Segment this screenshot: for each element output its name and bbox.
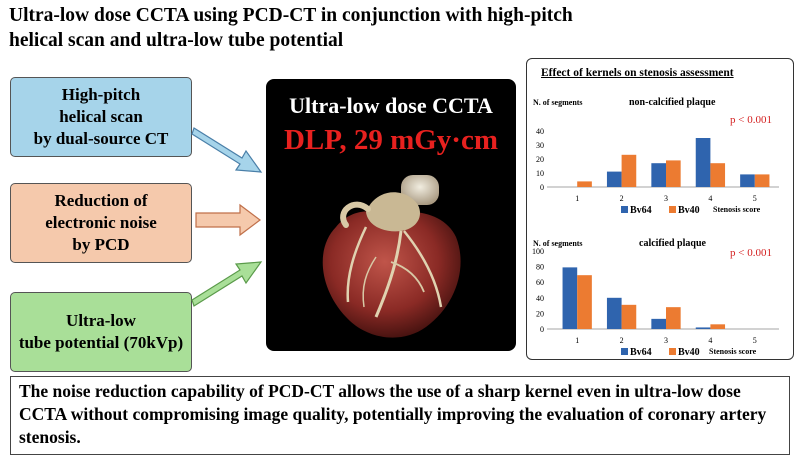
- chart-0-legend-Bv40: Bv40: [678, 205, 700, 216]
- chart-1-bar-Bv40-1: [577, 275, 592, 329]
- chart-1-ytick: 0: [540, 325, 544, 334]
- chart-0-bar-Bv40-3: [666, 160, 681, 187]
- chart-0-bar-Bv64-3: [651, 163, 666, 187]
- chart-0-ytick: 30: [536, 141, 544, 150]
- tube-potential-label: Ultra-low tube potential (70kVp): [18, 311, 184, 352]
- summary-box: The noise reduction capability of PCD-CT…: [10, 376, 790, 455]
- chart-0-title: non-calcified plaque: [629, 97, 716, 108]
- chart-0-legend-swatch-Bv40: [669, 206, 676, 213]
- chart-0-ytick: 10: [536, 169, 544, 178]
- chart-1-ytick: 20: [536, 309, 544, 318]
- arrows: [191, 127, 263, 307]
- chart-0-bar-Bv40-4: [710, 163, 726, 187]
- figure-title-text: Ultra-low dose CCTA using PCD-CT in conj…: [9, 5, 573, 51]
- ct-image-panel: Ultra-low dose CCTA DLP, 29 mGy·cm: [266, 79, 516, 351]
- high-pitch-label: High-pitch helical scan by dual-source C…: [33, 85, 169, 148]
- ct-dlp: DLP, 29 mGy·cm: [283, 124, 498, 156]
- figure-title: Ultra-low dose CCTA using PCD-CT in conj…: [9, 3, 729, 53]
- chart-0-xtick: 4: [708, 194, 712, 203]
- chart-0-xtick: 1: [575, 194, 579, 203]
- chart-1-xtick: 5: [753, 336, 757, 345]
- summary-text: The noise reduction capability of PCD-CT…: [19, 381, 767, 447]
- chart-0-xtick: 3: [664, 194, 668, 203]
- chart-1-legend-swatch-Bv64: [621, 348, 628, 355]
- blue-arrow-icon: [191, 127, 263, 173]
- chart-0-bar-Bv40-2: [621, 154, 637, 187]
- chart-0-ytick: 0: [540, 183, 544, 192]
- chart-1-xtick: 2: [620, 336, 624, 345]
- charts-svg: N. of segments non-calcified plaque p < 0.…: [532, 97, 779, 358]
- chart-1-bar-Bv64-2: [606, 297, 622, 329]
- chart-0-bar-Bv64-5: [740, 174, 755, 187]
- chart-1-bar-Bv64-3: [651, 318, 666, 329]
- chart-1-bar-Bv40-2: [621, 304, 637, 329]
- chart-1-bar-Bv64-1: [562, 267, 578, 329]
- chart-1-xtick: 1: [575, 336, 579, 345]
- chart-1-ytick: 40: [536, 294, 544, 303]
- chart-1-title: calcified plaque: [639, 238, 707, 249]
- chart-1-legend-Bv40: Bv40: [678, 347, 700, 358]
- chart-0-bar-Bv64-2: [606, 171, 622, 187]
- chart-0-legend-Bv64: Bv64: [630, 205, 652, 216]
- chart-0-pvalue: p < 0.001: [730, 114, 772, 126]
- chart-panel: Effect of kernels on stenosis assessment…: [526, 58, 794, 360]
- chart-1-bar-Bv40-3: [666, 307, 681, 329]
- chart-1-bar-Bv40-4: [710, 324, 726, 329]
- chart-0-ytick: 40: [536, 127, 544, 136]
- chart-1-xtick: 3: [664, 336, 668, 345]
- noise-reduction-box: Reduction of electronic noise by PCD: [10, 183, 192, 263]
- chart-0-bar-Bv40-5: [754, 174, 770, 187]
- chart-1-bar-Bv64-4: [695, 327, 711, 329]
- tube-potential-box: Ultra-low tube potential (70kVp): [10, 292, 192, 372]
- chart-1-ytick: 80: [536, 263, 544, 272]
- chart-0-ylabel: N. of segments: [533, 98, 583, 107]
- noise-reduction-label: Reduction of electronic noise by PCD: [45, 191, 157, 254]
- high-pitch-box: High-pitch helical scan by dual-source C…: [10, 77, 192, 157]
- chart-0-xtick: 5: [753, 194, 757, 203]
- chart-1-xlabel: Stenosis score: [709, 347, 757, 356]
- chart-0-xlabel: Stenosis score: [713, 205, 761, 214]
- chart-0-bar-Bv40-1: [577, 181, 592, 187]
- chart-1-ytick: 100: [532, 247, 544, 256]
- chart-1-ylabel: N. of segments: [533, 239, 583, 248]
- chart-0-legend-swatch-Bv64: [621, 206, 628, 213]
- chart-1-legend-Bv64: Bv64: [630, 347, 652, 358]
- green-arrow-icon: [191, 261, 263, 307]
- heart-render-icon: [322, 175, 461, 338]
- chart-0-bar-Bv64-4: [695, 138, 711, 187]
- chart-1-xtick: 4: [708, 336, 712, 345]
- orange-arrow-icon: [195, 203, 261, 237]
- chart-0-xtick: 2: [620, 194, 624, 203]
- chart-0-ytick: 20: [536, 155, 544, 164]
- chart-1-legend-swatch-Bv40: [669, 348, 676, 355]
- chart-panel-title: Effect of kernels on stenosis assessment: [541, 67, 734, 79]
- chart-1-pvalue: p < 0.001: [730, 247, 772, 259]
- ct-title: Ultra-low dose CCTA: [289, 93, 493, 118]
- chart-1-ytick: 60: [536, 278, 544, 287]
